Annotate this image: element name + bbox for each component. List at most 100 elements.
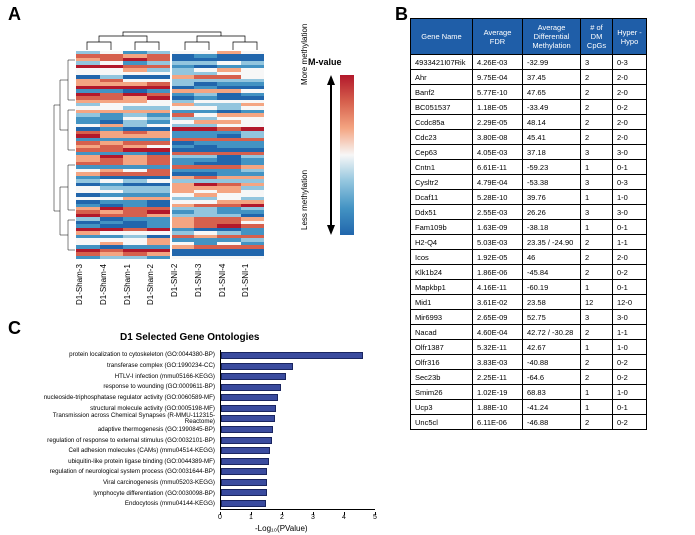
table-cell: 52.75 [523, 310, 581, 325]
table-cell: Mid1 [411, 295, 473, 310]
table-cell: Cysltr2 [411, 175, 473, 190]
table-row: Cep634.05E-0337.1833-0 [411, 145, 647, 160]
bar [221, 352, 363, 359]
table-cell: 0-2 [613, 265, 647, 280]
table-cell: 5.32E-11 [473, 340, 523, 355]
table-cell: 2-0 [613, 130, 647, 145]
bar-label: HTLV-I infection (mmu05166-KEGG) [25, 373, 217, 380]
table-cell: 39.76 [523, 190, 581, 205]
table-cell: 1-0 [613, 385, 647, 400]
table-cell: 3.80E-08 [473, 130, 523, 145]
table-cell: 1.88E-10 [473, 400, 523, 415]
heatmap-x-labels: D1-Sham-3D1-Sham-4D1-Sham-1D1-Sham-2D1-S… [75, 264, 265, 324]
table-row: Smim261.02E-1968.8311-0 [411, 385, 647, 400]
table-row: Unc5cl6.11E-06-46.8820-2 [411, 415, 647, 430]
table-row: Nacad4.60E-0442.72 / -30.2821-1 [411, 325, 647, 340]
bar-label: structural molecule activity (GO:0005198… [25, 405, 217, 412]
bar [221, 437, 272, 444]
bar-label: Transmission across Chemical Synapses (R… [25, 416, 217, 423]
bar-label: adaptive thermogenesis (GO:1990845-BP) [25, 426, 217, 433]
table-cell: -45.84 [523, 265, 581, 280]
table-cell: 2 [581, 370, 613, 385]
table-cell: Olfr316 [411, 355, 473, 370]
table-cell: 4.79E-04 [473, 175, 523, 190]
table-cell: 4.16E-11 [473, 280, 523, 295]
bar-label: transferase complex (GO:1990234-CC) [25, 363, 217, 370]
table-cell: 68.83 [523, 385, 581, 400]
table-cell: 3.83E-03 [473, 355, 523, 370]
heatmap-x-label: D1-Sham-3 [75, 264, 99, 324]
table-cell: Icos [411, 250, 473, 265]
x-tick-label: 3 [311, 514, 315, 521]
table-cell: Unc5cl [411, 415, 473, 430]
table-cell: 26.26 [523, 205, 581, 220]
table-cell: -41.24 [523, 400, 581, 415]
table-cell: Cdc23 [411, 130, 473, 145]
bar-label: protein localization to cytoskeleton (GO… [25, 352, 217, 359]
table-cell: Banf2 [411, 85, 473, 100]
table-cell: 37.45 [523, 70, 581, 85]
table-row: Mid13.61E-0223.581212-0 [411, 295, 647, 310]
table-cell: 2 [581, 100, 613, 115]
table-cell: Cep63 [411, 145, 473, 160]
table-row: Mir69932.65E-0952.7533-0 [411, 310, 647, 325]
heatmap-x-label: D1-SNI-1 [241, 264, 265, 324]
x-tick-label: 1 [249, 514, 253, 521]
table-cell: 0-2 [613, 415, 647, 430]
table-cell: 3-0 [613, 145, 647, 160]
table-cell: 42.72 / -30.28 [523, 325, 581, 340]
bar [221, 363, 293, 370]
barchart-x-label: -Log₁₀(PValue) [255, 524, 308, 533]
table-cell: 0-2 [613, 100, 647, 115]
table-row: 4933421I07Rik4.26E-03-32.9930-3 [411, 55, 647, 70]
bar [221, 373, 286, 380]
table-cell: 2.29E-05 [473, 115, 523, 130]
bar-label: Endocytosis (mmu04144-KEGG) [25, 501, 217, 508]
table-cell: Ddx51 [411, 205, 473, 220]
table-cell: 0-3 [613, 175, 647, 190]
table-row: Banf25.77E-1047.6522-0 [411, 85, 647, 100]
table-cell: 37.18 [523, 145, 581, 160]
table-cell: 2 [581, 355, 613, 370]
panel-label-c: C [8, 318, 21, 339]
table-cell: 2-0 [613, 115, 647, 130]
table-cell: Mapkbp1 [411, 280, 473, 295]
table-cell: Cntn1 [411, 160, 473, 175]
table-cell: Ahr [411, 70, 473, 85]
table-row: Ahr9.75E-0437.4522-0 [411, 70, 647, 85]
heatmap-x-label: D1-SNI-2 [170, 264, 194, 324]
table-cell: 1-1 [613, 325, 647, 340]
barchart: D1 Selected Gene Ontologies 012345 -Log₁… [25, 332, 385, 527]
bar [221, 384, 281, 391]
table-cell: 4.05E-03 [473, 145, 523, 160]
table-cell: 45.41 [523, 130, 581, 145]
table-cell: 3 [581, 310, 613, 325]
colorbar-region: M-value More methylation Less methylatio… [280, 75, 360, 245]
bar [221, 394, 278, 401]
table-cell: -40.88 [523, 355, 581, 370]
table-header-cell: Gene Name [411, 19, 473, 55]
table-cell: 1.18E-05 [473, 100, 523, 115]
table-row: Ccdc85a2.29E-0548.1422-0 [411, 115, 647, 130]
table-cell: Smim26 [411, 385, 473, 400]
table-cell: 2 [581, 70, 613, 85]
table-cell: 5.28E-10 [473, 190, 523, 205]
table-cell: 42.67 [523, 340, 581, 355]
panel-label-b: B [395, 4, 408, 25]
mvalue-label: M-value [308, 57, 342, 67]
table-cell: 2 [581, 415, 613, 430]
x-tick-label: 4 [342, 514, 346, 521]
table-cell: 0-2 [613, 355, 647, 370]
table-cell: 1-0 [613, 190, 647, 205]
table-row: Ucp31.88E-10-41.2410-1 [411, 400, 647, 415]
table-header-cell: Hyper -Hypo [613, 19, 647, 55]
table-cell: 3 [581, 205, 613, 220]
table-cell: 3-0 [613, 310, 647, 325]
table-cell: 23.58 [523, 295, 581, 310]
table-cell: 46 [523, 250, 581, 265]
bar-label: ubiquitin-like protein ligase binding (G… [25, 458, 217, 465]
barchart-y-labels: protein localization to cytoskeleton (GO… [25, 352, 217, 508]
x-tick-label: 0 [218, 514, 222, 521]
table-row: Cysltr24.79E-04-53.3830-3 [411, 175, 647, 190]
table-cell: BC051537 [411, 100, 473, 115]
